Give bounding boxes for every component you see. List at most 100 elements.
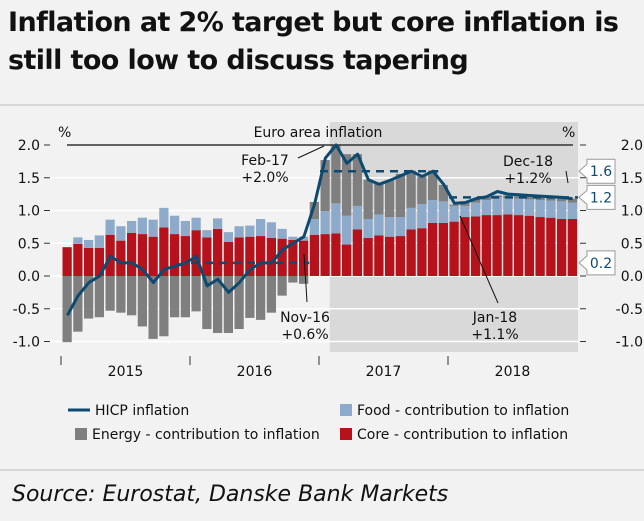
bar-food [438, 201, 448, 223]
bar-energy [567, 198, 577, 203]
bar-energy [331, 145, 341, 204]
bar-energy [256, 276, 266, 320]
bar-core [331, 233, 341, 276]
bar-core [84, 247, 94, 276]
chart-title-heading: Inflation at 2% target but core inflatio… [8, 7, 619, 76]
bar-food [170, 215, 180, 235]
bar-core [256, 236, 266, 276]
bar-food [191, 217, 201, 231]
bar-food [137, 217, 147, 235]
annotation-month: Nov-16 [280, 310, 330, 326]
bar-food [84, 239, 94, 248]
bar-energy [514, 196, 524, 199]
bar-food [385, 217, 395, 237]
year-label: 2016 [237, 364, 273, 380]
bar-core [524, 215, 534, 276]
bar-energy [159, 276, 169, 337]
bar-core [213, 228, 223, 276]
bar-energy [170, 276, 180, 318]
y-tick-label-right: 1.5 [621, 171, 643, 187]
bar-food [245, 225, 255, 237]
bar-food [546, 200, 556, 218]
bar-energy [374, 182, 384, 215]
bar-food [363, 219, 373, 239]
bar-energy [320, 160, 330, 212]
bar-energy [449, 204, 459, 206]
bar-food [234, 226, 244, 238]
bar-energy [62, 276, 72, 343]
bar-core [245, 236, 255, 276]
y-tick-label-left: 2.0 [18, 138, 40, 154]
y-tick-label-left: 0.0 [18, 269, 40, 285]
bar-food [514, 198, 524, 216]
average-callout-box [578, 158, 616, 184]
bar-core [170, 234, 180, 276]
bar-food [266, 222, 276, 239]
annotation-leader-line [297, 145, 325, 159]
bar-food [417, 203, 427, 229]
average-callout-label: 1.6 [590, 164, 612, 180]
bar-core [191, 230, 201, 276]
y-tick-label-left: 0.5 [18, 236, 40, 252]
y-axis-unit-left: % [58, 125, 71, 141]
bar-core [309, 234, 319, 276]
bar-core [395, 236, 405, 276]
annotation-month: Feb-17 [241, 153, 289, 169]
bar-food [406, 207, 416, 230]
bar-energy [202, 276, 212, 330]
bar-food [73, 237, 83, 244]
bar-core [277, 238, 287, 276]
bar-energy [546, 198, 556, 201]
bar-food [374, 214, 384, 236]
y-tick-label-right: 0.5 [621, 236, 643, 252]
bar-food [105, 219, 115, 235]
bar-energy [385, 180, 395, 218]
average-callout-label: 0.2 [590, 256, 612, 272]
annotation-value: +1.2% [504, 171, 551, 187]
bar-food [116, 226, 126, 241]
bar-core [546, 217, 556, 276]
bar-energy [288, 276, 298, 283]
y-tick-label-left: 1.0 [18, 204, 40, 220]
bar-core [288, 239, 298, 276]
bar-food [127, 220, 137, 233]
bar-core [428, 222, 438, 276]
bar-core [223, 241, 233, 276]
bar-energy [180, 276, 190, 318]
bar-food [535, 200, 545, 218]
y-tick-label-right: 0.0 [621, 269, 643, 285]
bar-energy [191, 276, 201, 312]
bar-energy [223, 276, 233, 333]
bar-food [331, 203, 341, 234]
bar-food [449, 205, 459, 222]
bar-food [524, 199, 534, 216]
source-note: Source: Eurostat, Danske Bank Markets [12, 482, 449, 507]
bar-food [320, 211, 330, 235]
bar-core [94, 247, 104, 276]
bar-food [299, 236, 309, 241]
bar-energy [299, 276, 309, 284]
bar-core [352, 229, 362, 276]
bar-core [449, 221, 459, 276]
bar-core [567, 219, 577, 276]
bar-food [180, 220, 190, 237]
bar-energy [471, 198, 481, 203]
bar-energy [363, 179, 373, 220]
average-callout-box [578, 250, 616, 276]
bar-core [417, 228, 427, 276]
bar-food [471, 202, 481, 217]
bar-food [352, 205, 362, 230]
bar-core [299, 240, 309, 276]
bar-energy [406, 170, 416, 208]
legend-label: Food - contribution to inflation [357, 403, 569, 419]
bar-energy [245, 276, 255, 318]
y-tick-label-right: 1.0 [621, 204, 643, 220]
bar-food [159, 207, 169, 228]
bar-core [471, 216, 481, 276]
legend-swatch [340, 428, 352, 440]
bar-core [180, 236, 190, 276]
y-axis-unit-right: % [562, 125, 575, 141]
bar-food [277, 228, 287, 239]
legend-label: HICP inflation [95, 403, 189, 419]
bar-core [202, 237, 212, 276]
